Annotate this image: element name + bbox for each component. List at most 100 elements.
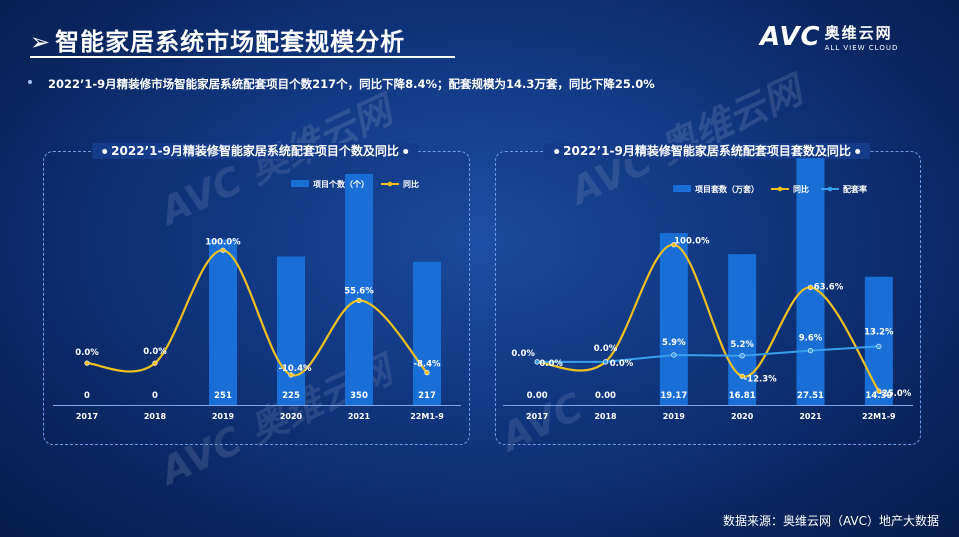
bar-value-label: 0.00 [595,391,616,401]
yoy-label: 0.0% [594,344,618,354]
bar-value-label: 19.17 [660,391,687,401]
yoy-label: -25.0% [878,389,911,399]
legend-line-marker [777,186,783,192]
yoy-label: 100.0% [205,237,241,247]
dot-icon [102,149,108,154]
x-tick-label: 22M1-9 [862,412,896,421]
rate-point [534,359,540,365]
chart-right: 2017 2018 2019 2020 2021 22M1-9 0.00 0.00 19.17 1… [503,158,913,421]
avc-logo: AVC 奥维云网 ALL VIEW CLOUD [760,22,898,52]
bar-value-label: 0 [152,391,158,401]
chart-left: 2017 2018 2019 2020 2021 22M1-9 0 0 251 225 350 217… [53,174,461,421]
chart-title-right: 2022’1-9月精装修智能家居系统配套项目套数及同比 [544,143,870,159]
title-underline [30,56,455,58]
yoy-label: 0.0% [143,347,167,357]
legend-line-marker [827,186,833,192]
data-source: 数据来源：奥维云网（AVC）地产大数据 [722,514,939,528]
chart-panel-left [43,151,470,445]
rate-label: 9.6% [799,334,823,344]
yoy-label: 0.0% [75,348,99,358]
bar-value-label: 217 [418,391,436,401]
rate-label: 13.2% [864,327,894,337]
yoy-label: 100.0% [674,237,710,247]
dot-icon [402,149,408,154]
yoy-line [537,243,880,392]
bar-value-label: 27.51 [797,391,824,401]
x-tick-label: 22M1-9 [410,412,444,421]
bar-value-label: 0 [84,391,90,401]
yoy-point [424,370,430,376]
bar [209,239,237,405]
bar [345,174,373,405]
legend-bar-swatch [291,180,309,187]
bar [277,256,305,405]
yoy-label: -8.4% [413,360,441,370]
yoy-point [152,360,158,366]
yoy-label: 0.0% [511,349,535,359]
dot-icon [554,149,560,154]
rate-line [537,345,879,363]
yoy-point [288,372,294,378]
logo-mark: AVC [760,22,821,52]
bar-value-label: 251 [214,391,232,401]
rate-label: 0.0% [610,359,634,369]
bar [413,261,441,405]
logo-en: ALL VIEW CLOUD [824,44,899,52]
rate-point [807,348,814,354]
legend-label: 项目个数（个） [313,179,369,189]
logo-cn: 奥维云网 [824,24,893,42]
rate-point [602,359,609,365]
rate-point [739,353,745,359]
x-tick-label: 2018 [594,412,617,421]
yoy-label: -12.3% [744,374,777,384]
rate-label: 0.0% [539,359,563,369]
summary-line: 2022’1-9月精装修市场智能家居系统配套项目个数217个，同比下降8.4%；… [28,76,655,92]
legend-line-marker [387,181,393,187]
legend-label: 同比 [403,179,419,189]
x-tick-label: 2020 [731,412,754,421]
x-tick-label: 2019 [663,412,686,421]
rate-label: 5.2% [730,340,754,350]
x-tick-label: 2018 [144,412,167,421]
yoy-label: 63.6% [814,282,844,292]
yoy-point [356,297,362,303]
bar [728,254,757,405]
bar [659,233,688,405]
bar-value-label: 16.81 [729,391,756,401]
dot-icon [854,149,860,154]
rate-label: 5.9% [662,338,686,348]
legend-bar-swatch [673,185,691,192]
x-tick-label: 2020 [280,412,303,421]
chart-panel-right [495,151,921,445]
yoy-label: -10.4% [278,364,311,374]
legend-label: 项目套数（万套） [695,184,759,194]
logo-text: 奥维云网 ALL VIEW CLOUD [825,22,899,52]
x-tick-label: 2021 [799,412,822,421]
arrow-icon: ➢ [30,28,52,56]
yoy-point [220,247,226,253]
rate-point [671,352,677,358]
x-tick-label: 2017 [526,412,548,421]
bar-value-label: 0.00 [527,391,548,401]
yoy-point [807,284,814,290]
yoy-label: 55.6% [344,286,374,296]
page-title-text: 智能家居系统市场配套规模分析 [55,28,406,56]
x-tick-label: 2017 [76,412,98,421]
yoy-line [86,249,428,377]
x-tick-label: 2021 [348,412,371,421]
bar-value-label: 350 [350,391,368,401]
bar-value-label: 14.30 [865,391,892,401]
x-tick-label: 2019 [212,412,235,421]
yoy-point [876,388,882,394]
rate-point [876,343,882,349]
chart-title-left: 2022’1-9月精装修智能家居系统配套项目个数及同比 [92,143,418,159]
bar [864,276,893,405]
summary-text: 2022’1-9月精装修市场智能家居系统配套项目个数217个，同比下降8.4%；… [48,77,655,91]
bar [796,158,825,405]
legend-label: 配套率 [843,184,867,194]
bullet-icon [28,80,32,84]
yoy-point [671,242,677,248]
yoy-point [739,373,745,379]
page-title: ➢ 智能家居系统市场配套规模分析 [30,22,405,57]
bar-value-label: 225 [282,391,300,401]
